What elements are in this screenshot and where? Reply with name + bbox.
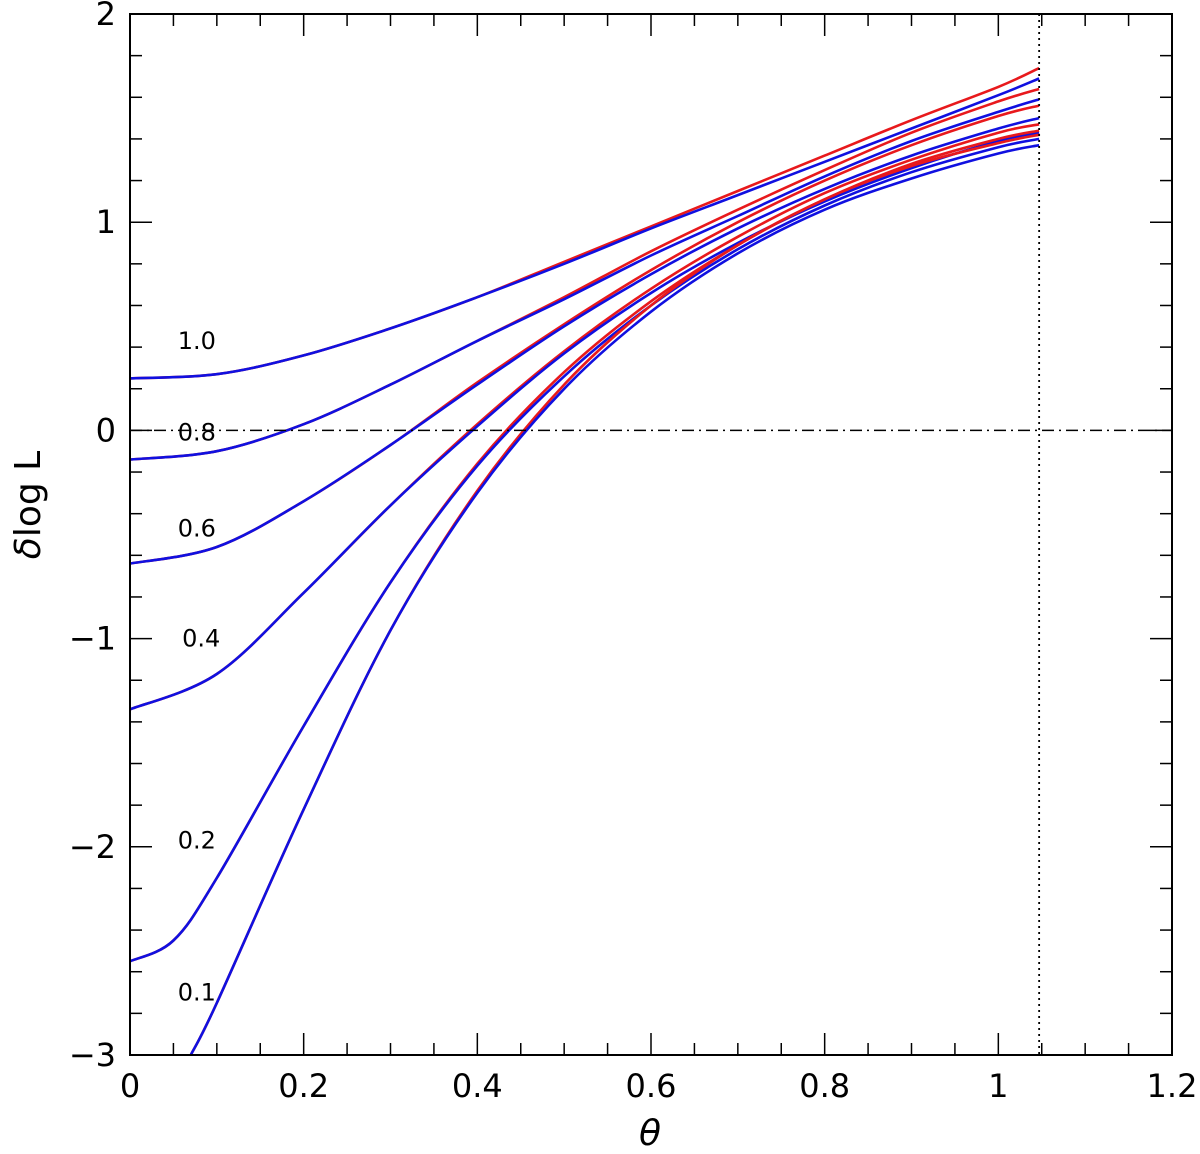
- series-red-1-0-line: [130, 66, 1040, 380]
- y-axis-title: δlog L: [8, 451, 49, 559]
- curve-label: 0.8: [178, 418, 216, 446]
- y-tick-label: 0: [96, 411, 116, 449]
- x-tick-label: 0.8: [799, 1067, 850, 1105]
- curve-label: 0.1: [178, 979, 216, 1007]
- y-tick-label: −3: [69, 1036, 116, 1074]
- y-axis-title-text: log L: [8, 451, 49, 537]
- series-blue-1-0-line: [130, 77, 1040, 380]
- ticks-layer: [129, 13, 1173, 1056]
- series-blue-0-6-line: [130, 116, 1040, 565]
- x-tick-label: 0.6: [626, 1067, 677, 1105]
- curve-label: 0.4: [182, 625, 220, 653]
- y-tick-label: −1: [69, 620, 116, 658]
- plot-frame: [129, 13, 1173, 1056]
- y-tick-label: 1: [96, 203, 116, 241]
- x-axis-title: θ: [639, 1113, 661, 1154]
- x-tick-label: 0: [120, 1067, 140, 1105]
- curve-label: 0.2: [178, 827, 216, 855]
- series-red-0-4-line: [130, 123, 1040, 711]
- x-tick-label: 0.4: [452, 1067, 503, 1105]
- x-tick-label: 1: [988, 1067, 1008, 1105]
- x-tick-label: 1.2: [1147, 1067, 1198, 1105]
- series-blue-0-4-line: [130, 131, 1040, 711]
- curve-label: 1.0: [178, 327, 216, 355]
- reference-lines-layer: [130, 14, 1172, 1055]
- series-blue-0-2-line: [130, 137, 1040, 963]
- series-blue-0-8-line: [130, 98, 1040, 461]
- x-tick-label: 0.2: [278, 1067, 329, 1105]
- y-tick-label: −2: [69, 828, 116, 866]
- labels-layer: 0 0.2 0.4 0.6 0.8 1 1.2 −3 −2 −1 0 1 2 1.0 0.8 0.6 0.4 0.…: [69, 0, 1198, 1105]
- curves-layer: [130, 66, 1040, 1055]
- curve-label: 0.6: [178, 514, 216, 542]
- y-tick-label: 2: [96, 0, 116, 33]
- y-axis-title-prefix: δ: [8, 537, 49, 559]
- series-blue-0-1-line: [189, 143, 1040, 1055]
